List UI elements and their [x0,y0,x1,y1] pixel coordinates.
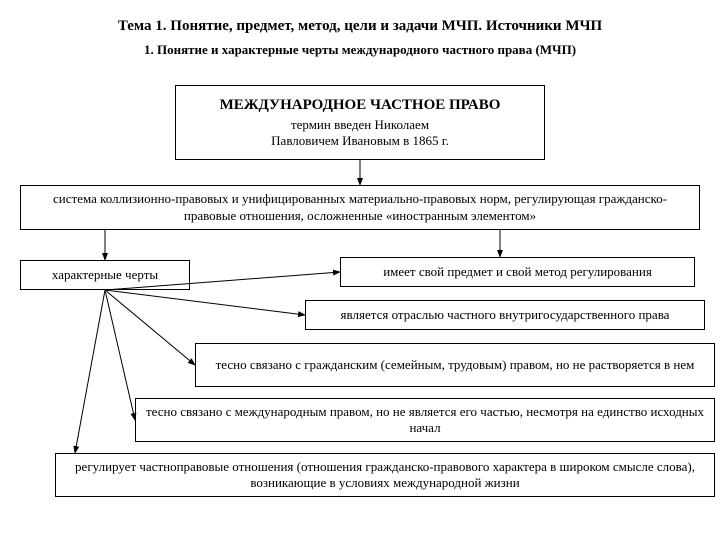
trait-box-5: регулирует частноправовые отношения (отн… [55,453,715,497]
main-concept-box: МЕЖДУНАРОДНОЕ ЧАСТНОЕ ПРАВО термин введе… [175,85,545,160]
main-heading: МЕЖДУНАРОДНОЕ ЧАСТНОЕ ПРАВО [220,96,501,115]
connector-arrow [105,290,135,420]
trait-box-4: тесно связано с международным правом, но… [135,398,715,442]
connector-arrow [105,290,305,315]
definition-box: система коллизионно-правовых и унифициро… [20,185,700,230]
trait-box-2: является отраслью частного внутригосудар… [305,300,705,330]
page-subtitle: 1. Понятие и характерные черты междунаро… [0,42,720,58]
main-sub2: Павловичем Ивановым в 1865 г. [271,133,449,149]
page-title: Тема 1. Понятие, предмет, метод, цели и … [0,18,720,35]
main-sub1: термин введен Николаем [291,117,429,133]
connector-arrow [75,290,105,453]
trait-box-1: имеет свой предмет и свой метод регулиро… [340,257,695,287]
connector-arrow [105,290,195,365]
characteristics-label-box: характерные черты [20,260,190,290]
trait-box-3: тесно связано с гражданским (семейным, т… [195,343,715,387]
